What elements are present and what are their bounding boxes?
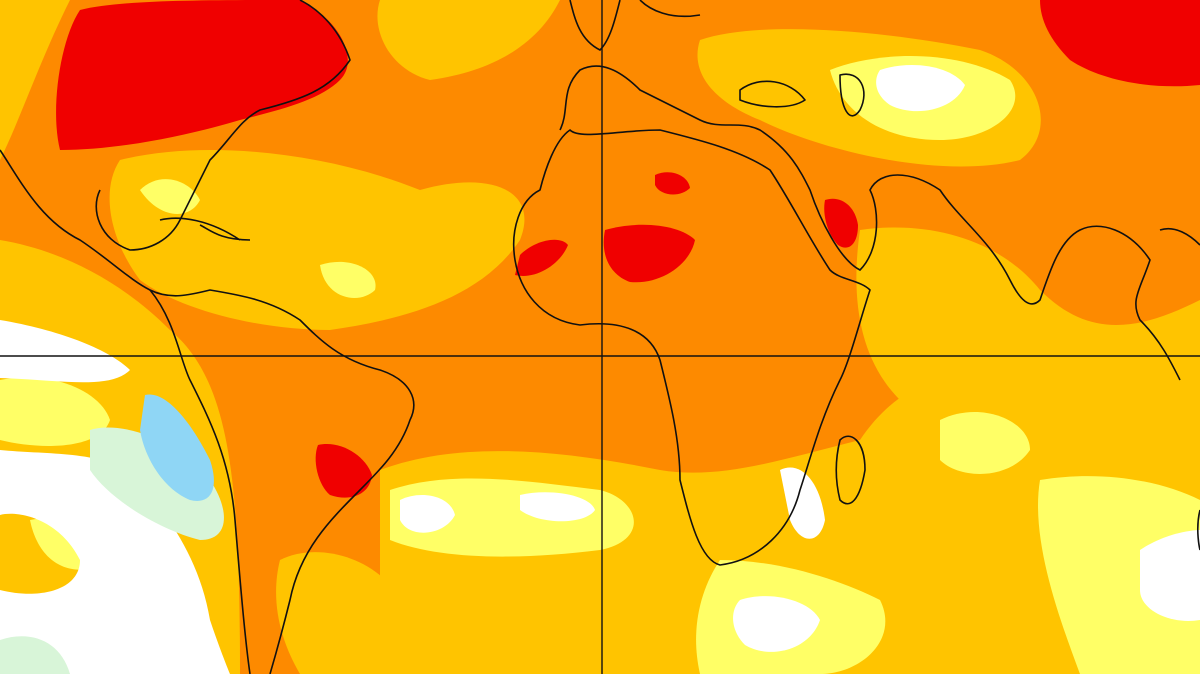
blue-zone: [140, 394, 214, 501]
red-zones: [56, 0, 1200, 498]
pale-green-zone: [0, 636, 70, 674]
white-zones: [0, 65, 1200, 674]
pale-green-zone: [90, 427, 224, 540]
